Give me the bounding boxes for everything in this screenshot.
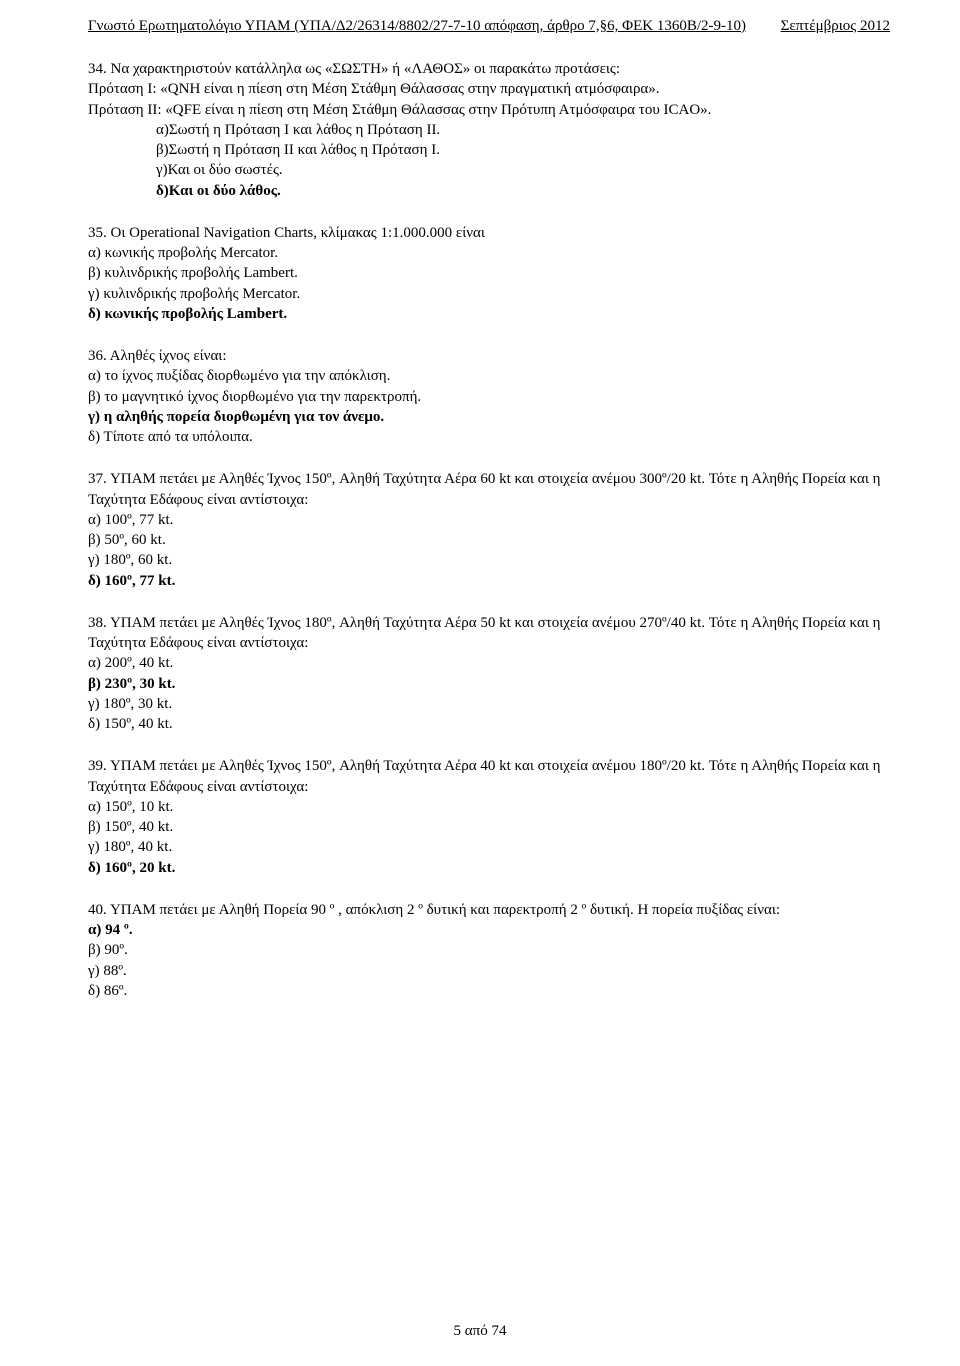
header-right: Σεπτέμβριος 2012 xyxy=(781,18,890,35)
q36-opt-c: γ) η αληθής πορεία διορθωμένη για τον άν… xyxy=(88,407,890,427)
q36-stem: 36. Αληθές ίχνος είναι: xyxy=(88,346,890,366)
q35-opt-c: γ) κυλινδρικής προβολής Mercator. xyxy=(88,284,890,304)
q38-stem: 38. ΥΠΑΜ πετάει με Αληθές Ίχνος 180º, Αλ… xyxy=(88,613,890,654)
q34-opt-a: α)Σωστή η Πρόταση Ι και λάθος η Πρόταση … xyxy=(88,120,890,140)
question-38: 38. ΥΠΑΜ πετάει με Αληθές Ίχνος 180º, Αλ… xyxy=(88,613,890,735)
q39-opt-c: γ) 180º, 40 kt. xyxy=(88,837,890,857)
question-36: 36. Αληθές ίχνος είναι: α) το ίχνος πυξί… xyxy=(88,346,890,447)
q34-stem-line1: 34. Να χαρακτηριστούν κατάλληλα ως «ΣΩΣΤ… xyxy=(88,59,890,79)
q36-opt-a: α) το ίχνος πυξίδας διορθωμένο για την α… xyxy=(88,366,890,386)
q37-opt-d: δ) 160º, 77 kt. xyxy=(88,571,890,591)
q35-stem: 35. Οι Operational Navigation Charts, κλ… xyxy=(88,223,890,243)
q37-stem: 37. ΥΠΑΜ πετάει με Αληθές Ίχνος 150º, Αλ… xyxy=(88,469,890,510)
page-header: Γνωστό Ερωτηματολόγιο ΥΠΑΜ (ΥΠΑ/Δ2/26314… xyxy=(88,18,890,35)
q39-opt-d: δ) 160º, 20 kt. xyxy=(88,858,890,878)
q34-stem-line3: Πρόταση ΙΙ: «QFE είναι η πίεση στη Μέση … xyxy=(88,100,890,120)
page: Γνωστό Ερωτηματολόγιο ΥΠΑΜ (ΥΠΑ/Δ2/26314… xyxy=(0,0,960,1366)
q38-opt-c: γ) 180º, 30 kt. xyxy=(88,694,890,714)
q36-opt-d: δ) Τίποτε από τα υπόλοιπα. xyxy=(88,427,890,447)
question-37: 37. ΥΠΑΜ πετάει με Αληθές Ίχνος 150º, Αλ… xyxy=(88,469,890,591)
q36-opt-b: β) το μαγνητικό ίχνος διορθωμένο για την… xyxy=(88,387,890,407)
q37-opt-c: γ) 180º, 60 kt. xyxy=(88,550,890,570)
question-39: 39. ΥΠΑΜ πετάει με Αληθές Ίχνος 150º, Αλ… xyxy=(88,756,890,878)
page-footer: 5 από 74 xyxy=(0,1323,960,1340)
q35-opt-d: δ) κωνικής προβολής Lambert. xyxy=(88,304,890,324)
q38-opt-b: β) 230º, 30 kt. xyxy=(88,674,890,694)
q40-opt-a: α) 94 º. xyxy=(88,920,890,940)
q35-opt-a: α) κωνικής προβολής Mercator. xyxy=(88,243,890,263)
question-40: 40. ΥΠΑΜ πετάει με Αληθή Πορεία 90 º , α… xyxy=(88,900,890,1001)
question-34: 34. Να χαρακτηριστούν κατάλληλα ως «ΣΩΣΤ… xyxy=(88,59,890,201)
q40-opt-c: γ) 88º. xyxy=(88,961,890,981)
q34-opt-c: γ)Και οι δύο σωστές. xyxy=(88,160,890,180)
q40-stem: 40. ΥΠΑΜ πετάει με Αληθή Πορεία 90 º , α… xyxy=(88,900,890,920)
q35-opt-b: β) κυλινδρικής προβολής Lambert. xyxy=(88,263,890,283)
q34-opt-b: β)Σωστή η Πρόταση ΙΙ και λάθος η Πρόταση… xyxy=(88,140,890,160)
q38-opt-a: α) 200º, 40 kt. xyxy=(88,653,890,673)
header-left: Γνωστό Ερωτηματολόγιο ΥΠΑΜ (ΥΠΑ/Δ2/26314… xyxy=(88,18,746,35)
q37-opt-a: α) 100º, 77 kt. xyxy=(88,510,890,530)
q39-opt-b: β) 150º, 40 kt. xyxy=(88,817,890,837)
q39-stem: 39. ΥΠΑΜ πετάει με Αληθές Ίχνος 150º, Αλ… xyxy=(88,756,890,797)
q38-opt-d: δ) 150º, 40 kt. xyxy=(88,714,890,734)
q39-opt-a: α) 150º, 10 kt. xyxy=(88,797,890,817)
question-35: 35. Οι Operational Navigation Charts, κλ… xyxy=(88,223,890,324)
q40-opt-b: β) 90º. xyxy=(88,940,890,960)
q34-opt-d: δ)Και οι δύο λάθος. xyxy=(88,181,890,201)
q37-opt-b: β) 50º, 60 kt. xyxy=(88,530,890,550)
q34-stem-line2: Πρόταση Ι: «QNH είναι η πίεση στη Μέση Σ… xyxy=(88,79,890,99)
q40-opt-d: δ) 86º. xyxy=(88,981,890,1001)
